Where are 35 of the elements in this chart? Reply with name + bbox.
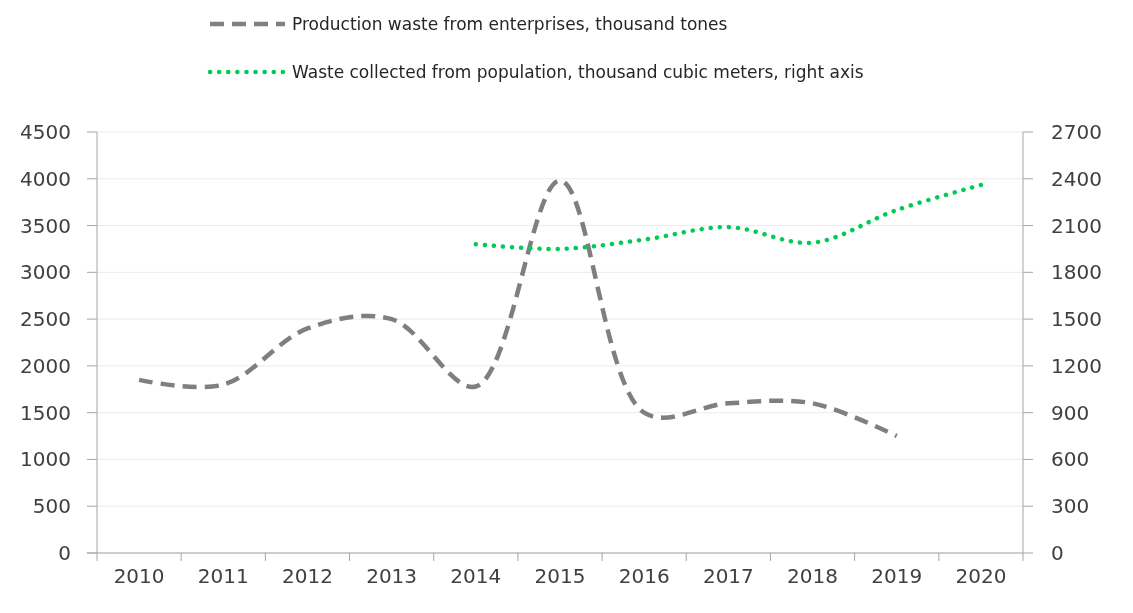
line-series [473, 182, 984, 252]
y-tick-label: 0 [58, 541, 71, 565]
y2-tick-label: 1500 [1051, 307, 1102, 332]
x-tick-label: 2015 [534, 564, 586, 588]
x-tick-label: 2011 [197, 564, 249, 588]
y2-tick-label: 2100 [1051, 213, 1102, 238]
y2-tick-label: 2700 [1051, 120, 1102, 144]
y2-tick-label: 300 [1051, 494, 1090, 519]
y2-tick-label: 1800 [1051, 260, 1102, 285]
legend-label: Production waste from enterprises, thousand tones [292, 13, 728, 34]
x-tick-label: 2016 [618, 564, 670, 588]
y2-tick-label: 0 [1051, 541, 1064, 565]
y2-tick-label: 900 [1051, 400, 1090, 425]
x-tick-label: 2010 [113, 564, 165, 588]
y-tick-label: 4500 [20, 120, 71, 144]
y-tick-label: 3500 [20, 213, 71, 238]
y-tick-label: 1500 [20, 400, 71, 425]
x-tick-label: 2020 [955, 564, 1007, 588]
x-tick-label: 2019 [871, 564, 923, 588]
x-tick-label: 2013 [366, 564, 418, 588]
y-tick-label: 3000 [20, 260, 71, 285]
y2-tick-label: 1200 [1051, 353, 1102, 378]
y2-tick-label: 2400 [1051, 166, 1102, 191]
x-tick-label: 2012 [282, 564, 333, 588]
line-series [136, 178, 899, 439]
y-tick-label: 4000 [20, 166, 71, 191]
x-tick-label: 2014 [450, 564, 502, 588]
y2-tick-label: 600 [1051, 447, 1090, 472]
y-tick-label: 2000 [20, 353, 71, 378]
legend-label: Waste collected from population, thousand cubic meters, right axis [292, 61, 864, 82]
y-tick-label: 2500 [20, 307, 71, 332]
x-tick-label: 2017 [702, 564, 754, 588]
y-tick-label: 1000 [20, 447, 71, 472]
y-tick-label: 500 [32, 494, 71, 519]
x-tick-label: 2018 [787, 564, 838, 588]
